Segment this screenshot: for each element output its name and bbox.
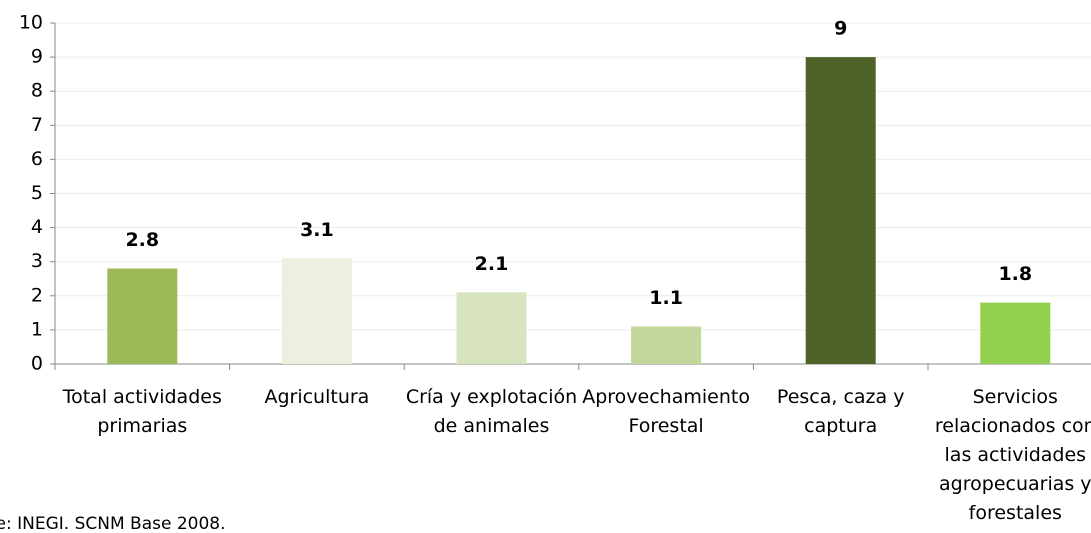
value-label: 3.1	[300, 219, 334, 241]
y-tick-label: 10	[19, 12, 43, 34]
value-label: 9	[834, 18, 847, 40]
source-note: Fuente: INEGI. SCNM Base 2008.	[0, 514, 226, 533]
y-tick-label: 9	[31, 46, 43, 68]
y-tick-label: 6	[31, 148, 43, 170]
x-tick-label: Agricultura	[264, 386, 369, 408]
bar	[980, 302, 1051, 364]
value-label: 1.8	[998, 263, 1032, 285]
y-tick-label: 2	[31, 284, 43, 306]
value-label: 1.1	[649, 287, 683, 309]
bar	[631, 326, 702, 364]
x-tick-label: Cría y explotación de animales	[406, 386, 577, 437]
bar	[805, 57, 876, 364]
x-tick-label: Aprovechamiento Forestal	[582, 386, 750, 437]
bar	[456, 292, 527, 364]
x-tick-label: Total actividades primarias	[62, 386, 222, 437]
y-tick-label: 8	[31, 80, 43, 102]
y-tick-label: 5	[31, 182, 43, 204]
y-tick-label: 3	[31, 250, 43, 272]
bar	[281, 258, 352, 364]
y-tick-label: 4	[31, 216, 43, 238]
bar	[107, 268, 178, 364]
x-tick-label: Servicios relacionados con las actividades…	[935, 386, 1091, 524]
y-tick-label: 1	[31, 318, 43, 340]
x-tick-label: Pesca, caza y captura	[777, 386, 905, 437]
value-label: 2.8	[125, 229, 159, 251]
y-tick-label: 0	[31, 353, 43, 375]
value-label: 2.1	[475, 253, 509, 275]
y-tick-label: 7	[31, 114, 43, 136]
